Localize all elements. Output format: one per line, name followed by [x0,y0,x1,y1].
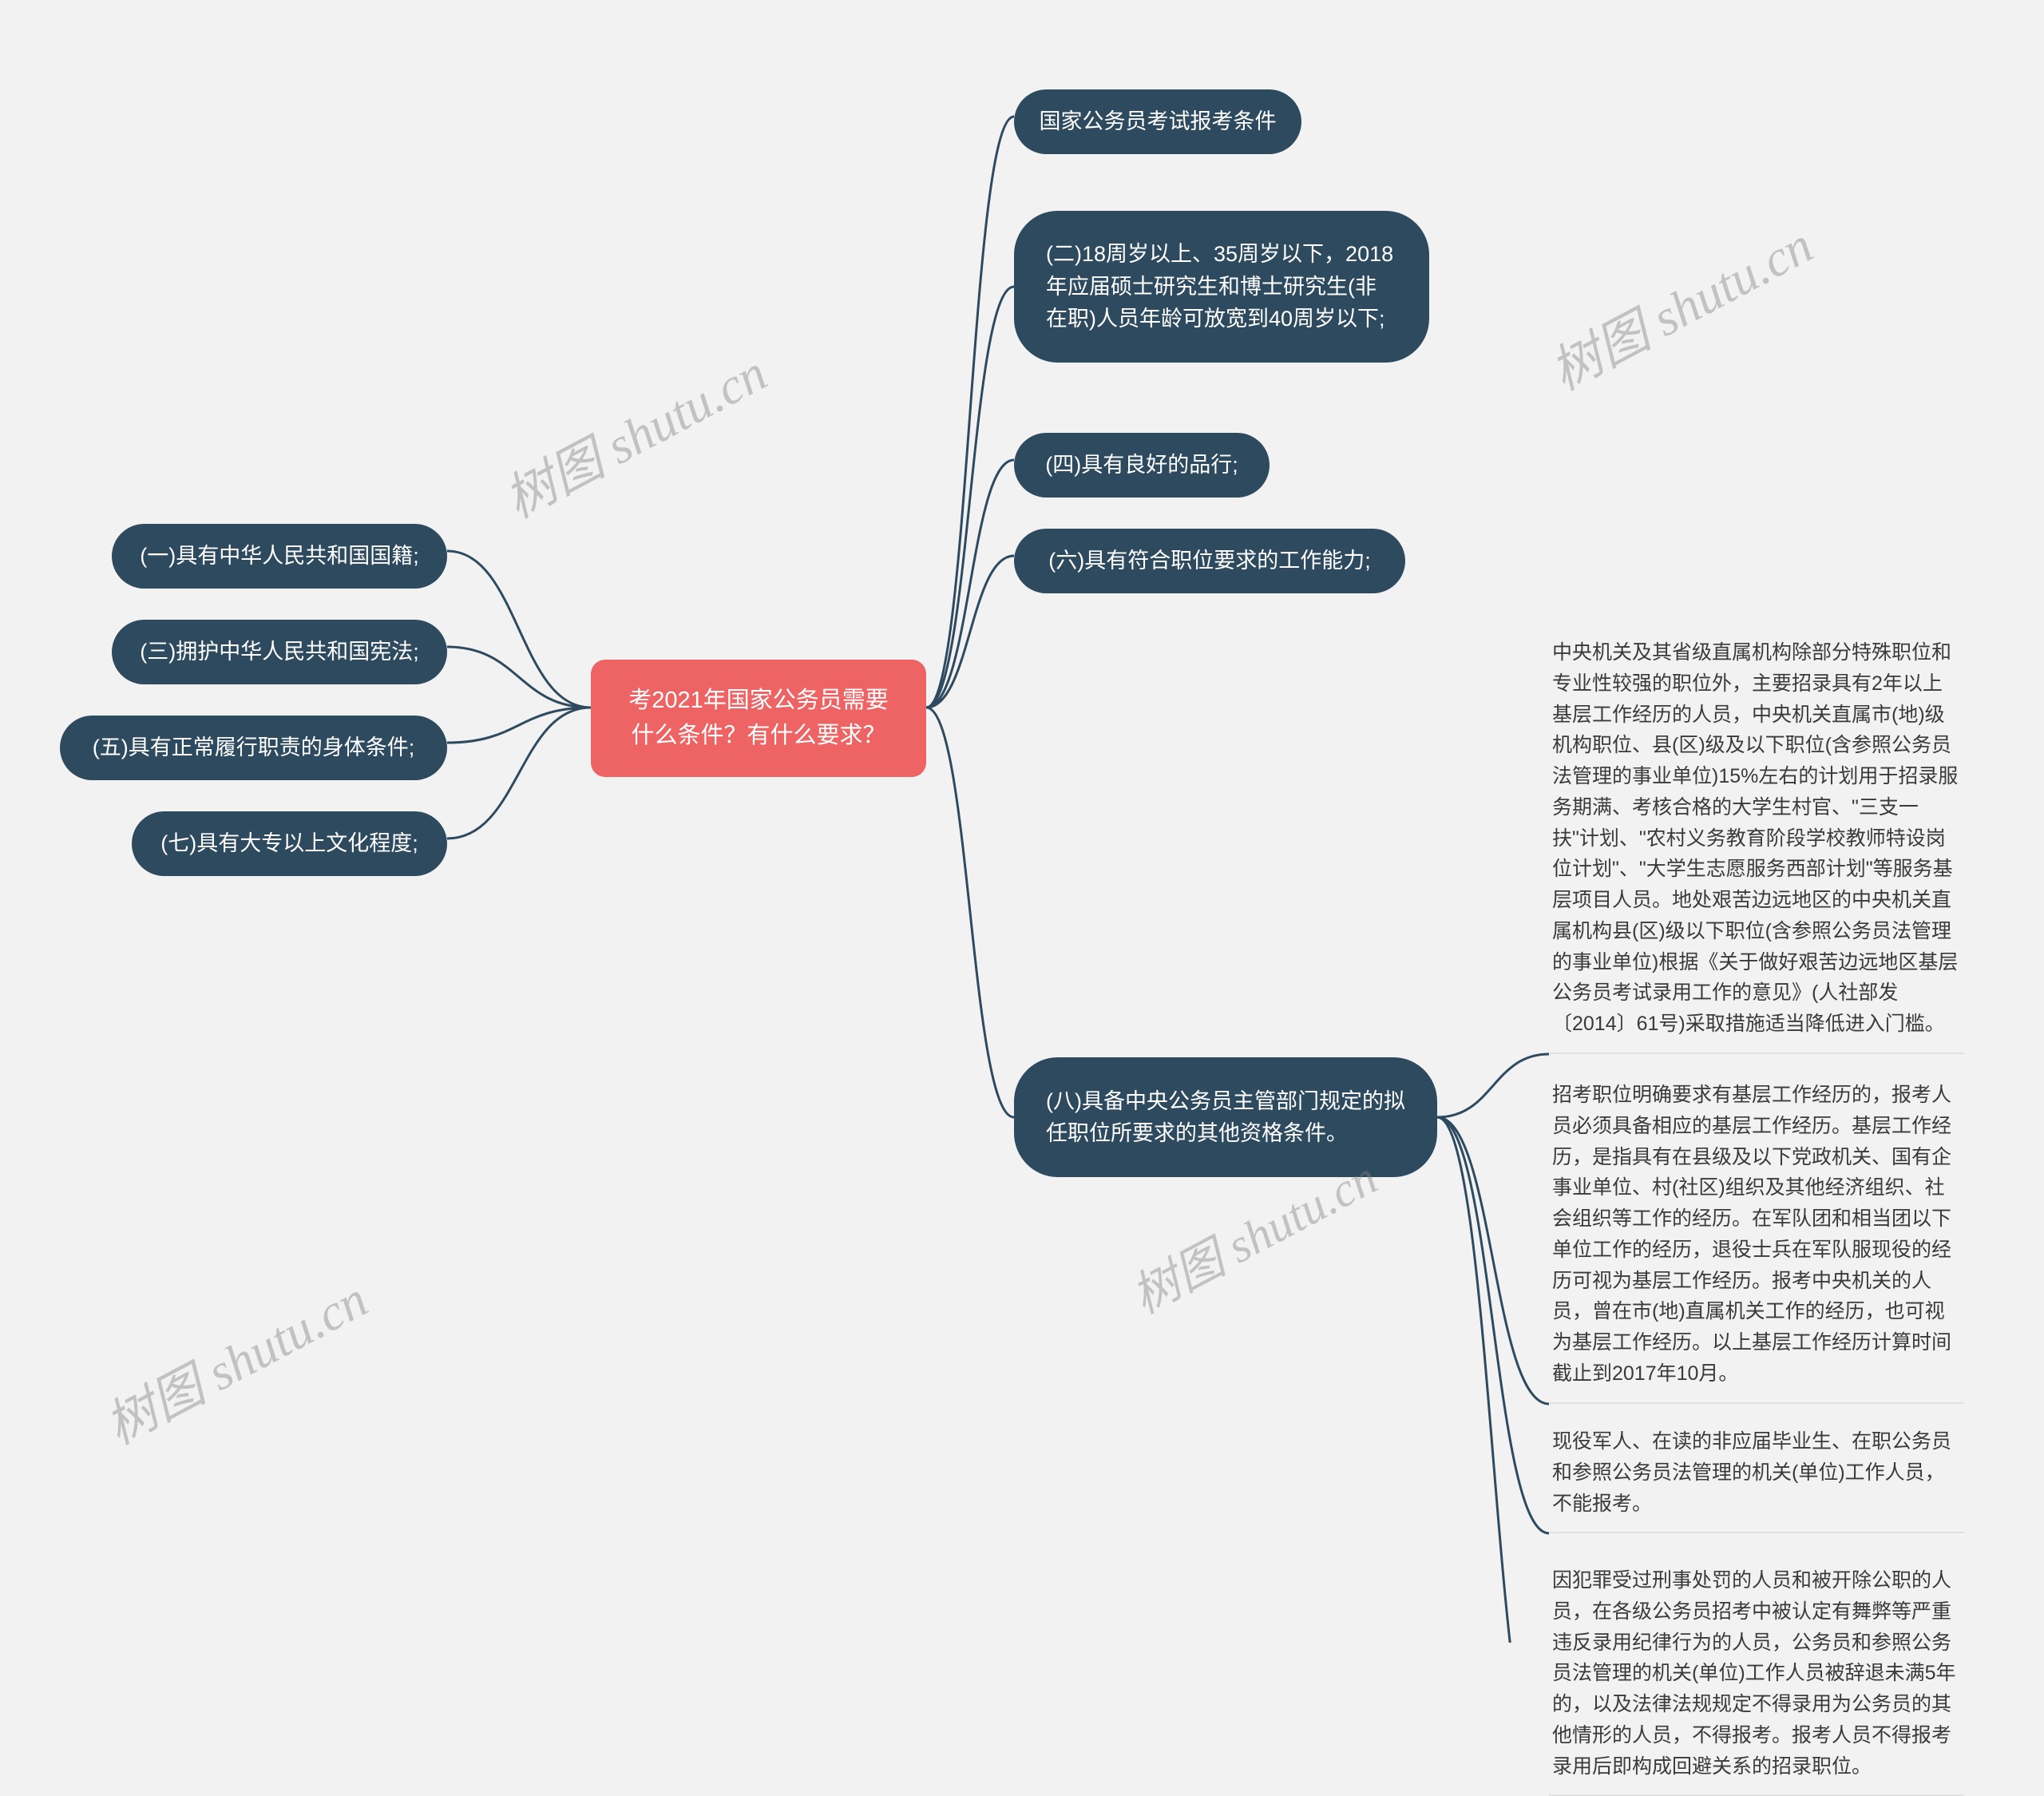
r2-box: (二)18周岁以上、35周岁以下，2018年应届硕士研究生和博士研究生(非在职)… [1014,211,1429,363]
node-label: 考2021年国家公务员需要什么条件？有什么要求？ [623,684,894,753]
r0-label: 国家公务员考试报考条件 [1040,105,1277,138]
node-box: 考2021年国家公务员需要什么条件？有什么要求？ [591,660,926,777]
b3-box: (三)拥护中华人民共和国宪法; [112,620,447,684]
r4-box: (四)具有良好的品行; [1014,433,1270,498]
mindmap-canvas: 考2021年国家公务员需要什么条件？有什么要求？ (一)具有中华人民共和国国籍; (… [0,0,2044,1643]
r8-label: (八)具备中央公务员主管部门规定的拟任职位所要求的其他资格条件。 [1046,1085,1405,1150]
b7-label: (七)具有大专以上文化程度; [160,827,418,860]
b7-box: (七)具有大专以上文化程度; [132,811,447,876]
b5-label: (五)具有正常履行职责的身体条件; [93,731,414,764]
leaf-text: 招考职位明确要求有基层工作经历的，报考人员必须具备相应的基层工作经历。基层工作经… [1549,1073,1964,1404]
leaf-text: 现役军人、在读的非应届毕业生、在职公务员和参照公务员法管理的机关(单位)工作人员… [1549,1420,1964,1533]
leaf-text: 因犯罪受过刑事处罚的人员和被开除公职的人员，在各级公务员招考中被认定有舞弊等严重… [1549,1559,1964,1796]
r4-label: (四)具有良好的品行; [1045,449,1238,482]
b3-label: (三)拥护中华人民共和国宪法; [140,636,418,668]
r6-box: (六)具有符合职位要求的工作能力; [1014,529,1405,593]
b5-box: (五)具有正常履行职责的身体条件; [60,716,447,780]
r2-label: (二)18周岁以上、35周岁以下，2018年应届硕士研究生和博士研究生(非在职)… [1046,238,1397,335]
leaf-text: 中央机关及其省级直属机构除部分特殊职位和专业性较强的职位外，主要招录具有2年以上… [1549,631,1964,1054]
r0-box: 国家公务员考试报考条件 [1014,89,1301,154]
r6-label: (六)具有符合职位要求的工作能力; [1048,545,1370,577]
b1-label: (一)具有中华人民共和国国籍; [140,540,418,573]
r8-box: (八)具备中央公务员主管部门规定的拟任职位所要求的其他资格条件。 [1014,1057,1437,1177]
b1-box: (一)具有中华人民共和国国籍; [112,524,447,589]
